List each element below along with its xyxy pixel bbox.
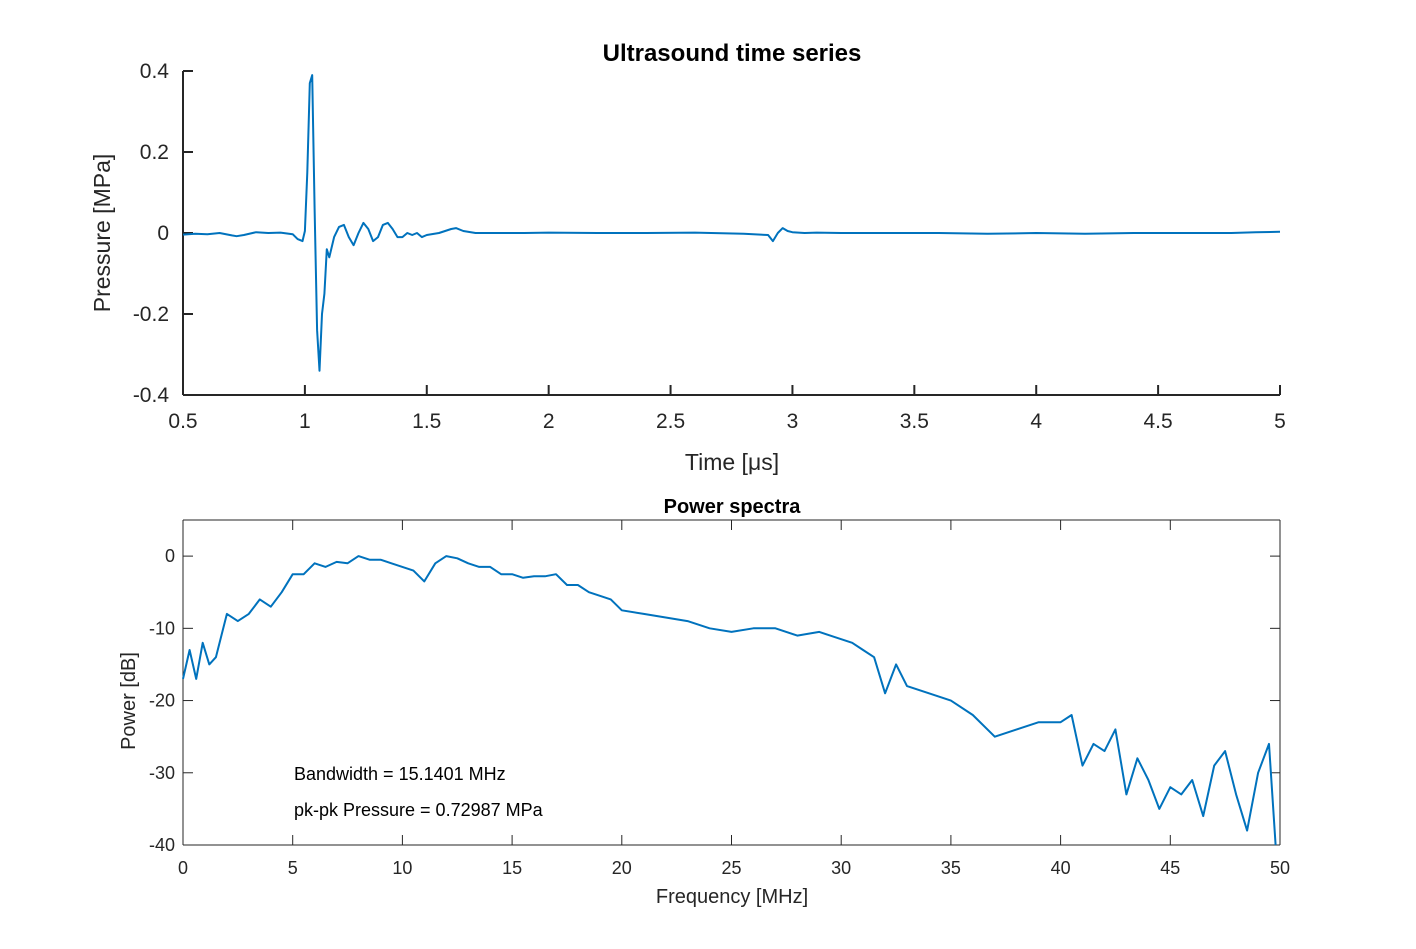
power-spectra-xlabel: Frequency [MHz] (656, 886, 808, 908)
y-tick-label: -30 (149, 763, 175, 783)
y-tick-label: -40 (149, 835, 175, 855)
time-series-ticks: 0.5 1 1.5 2 2.5 3 3.5 4 4.5 5 -0.4 -0.2 0 0.2 0.4 (133, 60, 1286, 433)
x-tick-label: 5 (288, 858, 298, 878)
y-tick-label: 0.4 (140, 60, 170, 83)
x-tick-label: 40 (1051, 858, 1071, 878)
x-tick-label: 50 (1270, 858, 1290, 878)
x-tick-label: 0 (178, 858, 188, 878)
x-tick-label: 20 (612, 858, 632, 878)
power-spectra-title: Power spectra (664, 496, 802, 518)
power-spectra-panel: Power spectra 0 5 10 15 20 25 30 35 40 45 50 -40 -30… (118, 496, 1290, 908)
y-tick-label: -10 (149, 618, 175, 638)
x-tick-label: 15 (502, 858, 522, 878)
y-tick-label: -0.2 (133, 303, 169, 326)
time-series-line (182, 74, 1281, 372)
x-tick-label: 1.5 (412, 410, 441, 433)
x-tick-label: 2.5 (656, 410, 685, 433)
power-spectra-ylabel: Power [dB] (118, 652, 140, 750)
time-series-ylabel: Pressure [MPa] (89, 154, 115, 313)
power-spectra-line (182, 555, 1277, 846)
bandwidth-annotation: Bandwidth = 15.1401 MHz (294, 764, 506, 784)
x-tick-label: 2 (543, 410, 555, 433)
y-tick-label: 0.2 (140, 141, 169, 164)
x-tick-label: 10 (392, 858, 412, 878)
power-spectra-ticks: 0 5 10 15 20 25 30 35 40 45 50 -40 -30 -20 -10 0 (149, 520, 1290, 878)
x-tick-label: 4 (1030, 410, 1042, 433)
time-series-title: Ultrasound time series (603, 40, 862, 67)
x-tick-label: 45 (1160, 858, 1180, 878)
time-series-xlabel: Time [μs] (685, 449, 779, 475)
x-tick-label: 35 (941, 858, 961, 878)
time-series-panel: Ultrasound time series 0.5 1 1.5 2 2.5 3 3.5 4 4… (89, 40, 1286, 475)
x-tick-label: 3.5 (900, 410, 929, 433)
pk-pk-pressure-annotation: pk-pk Pressure = 0.72987 MPa (294, 800, 544, 820)
x-tick-label: 25 (721, 858, 741, 878)
y-tick-label: -20 (149, 691, 175, 711)
y-tick-label: -0.4 (133, 384, 170, 407)
y-tick-label: 0 (157, 222, 169, 245)
x-tick-label: 3 (787, 410, 799, 433)
x-tick-label: 1 (299, 410, 311, 433)
x-tick-label: 5 (1274, 410, 1286, 433)
x-tick-label: 30 (831, 858, 851, 878)
x-tick-label: 0.5 (168, 410, 197, 433)
x-tick-label: 4.5 (1144, 410, 1173, 433)
y-tick-label: 0 (165, 546, 175, 566)
